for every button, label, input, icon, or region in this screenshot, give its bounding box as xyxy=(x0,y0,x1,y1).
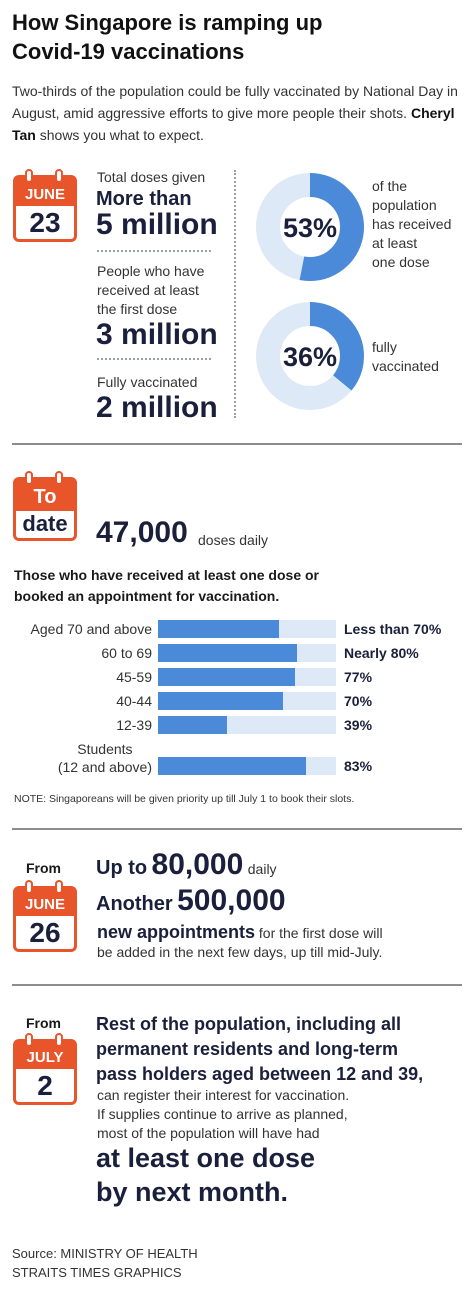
bar-category-label: 12-39 xyxy=(116,717,152,733)
bar-category-label: 45-59 xyxy=(116,669,152,685)
donut-value-slice xyxy=(256,173,364,281)
fully-vaccinated-label: Fully vaccinated xyxy=(97,374,198,390)
from-label: From xyxy=(26,860,61,876)
calendar-icon: To date xyxy=(13,471,77,541)
calendar-icon: JUNE 26 xyxy=(13,880,77,952)
divider xyxy=(97,250,211,252)
intro-text: Two-thirds of the population could be fu… xyxy=(12,83,458,143)
calendar-icon: JULY 2 xyxy=(13,1033,77,1105)
upto-line: Up to 80,000 daily xyxy=(96,848,277,881)
rest-population-body: can register their interest for vaccinat… xyxy=(97,1087,350,1141)
total-doses-value-line1: More than xyxy=(96,188,192,210)
bar xyxy=(158,692,283,710)
bar xyxy=(158,716,228,734)
bar xyxy=(158,757,306,775)
vertical-divider xyxy=(234,170,236,418)
bar-value-label: Less than 70% xyxy=(344,621,442,637)
bar-category-label: 40-44 xyxy=(116,693,152,709)
bar-category-label: Students (12 and above) xyxy=(57,741,152,775)
bar-value-label: 39% xyxy=(344,717,373,733)
bar-track xyxy=(158,692,336,710)
bar-track xyxy=(158,644,336,662)
author-name: Cheryl Tan xyxy=(12,105,455,143)
donut-center-label: 53% xyxy=(283,213,337,243)
source-text: Source: MINISTRY OF HEALTH STRAITS TIMES… xyxy=(12,1246,198,1280)
donut-one-dose: 53% xyxy=(256,173,364,281)
bar xyxy=(158,644,297,662)
calendar-icon: JUNE 23 xyxy=(13,169,77,242)
bar-track xyxy=(158,716,336,734)
donut-center-label: 36% xyxy=(283,342,337,372)
bar-value-label: Nearly 80% xyxy=(344,645,419,661)
bar-track xyxy=(158,757,336,775)
page-title: How Singapore is ramping up Covid-19 vac… xyxy=(12,10,323,64)
appointments-text: new appointments for the first dose will… xyxy=(97,922,383,961)
bar-value-label: 70% xyxy=(344,693,373,709)
rest-population-heading: Rest of the population, including all pe… xyxy=(96,1014,424,1084)
first-dose-value: 3 million xyxy=(96,318,218,351)
bar-category-label: 60 to 69 xyxy=(101,645,152,661)
donut-fully-vaccinated-label: fully vaccinated xyxy=(372,339,439,374)
first-dose-label: People who have received at least the fi… xyxy=(97,263,205,317)
another-line: Another 500,000 xyxy=(96,884,286,917)
bar-track xyxy=(158,620,336,638)
daily-doses-value: 47,000 xyxy=(96,516,188,549)
donut-one-dose-label: of the population has received at least … xyxy=(372,178,452,270)
donut-fully-vaccinated: 36% xyxy=(256,302,364,410)
donut-value-slice xyxy=(256,302,364,410)
from-label: From xyxy=(26,1015,61,1031)
total-doses-value-line2: 5 million xyxy=(96,208,218,241)
bar-track xyxy=(158,668,336,686)
note-text: NOTE: Singaporeans will be given priorit… xyxy=(14,793,355,805)
section-rule xyxy=(12,443,462,445)
bar-category-label: Aged 70 and above xyxy=(30,621,152,637)
divider xyxy=(97,358,211,360)
bar xyxy=(158,668,296,686)
daily-doses-unit: doses daily xyxy=(198,532,269,548)
bar-value-label: 77% xyxy=(344,669,373,685)
bar xyxy=(158,620,280,638)
bar-chart-caption: Those who have received at least one dos… xyxy=(14,567,319,604)
fully-vaccinated-value: 2 million xyxy=(96,391,218,424)
bar-value-label: 83% xyxy=(344,758,373,774)
section-rule xyxy=(12,828,462,830)
section-rule xyxy=(12,984,462,986)
next-month-headline: at least one dose by next month. xyxy=(96,1143,316,1207)
total-doses-label: Total doses given xyxy=(97,169,206,185)
